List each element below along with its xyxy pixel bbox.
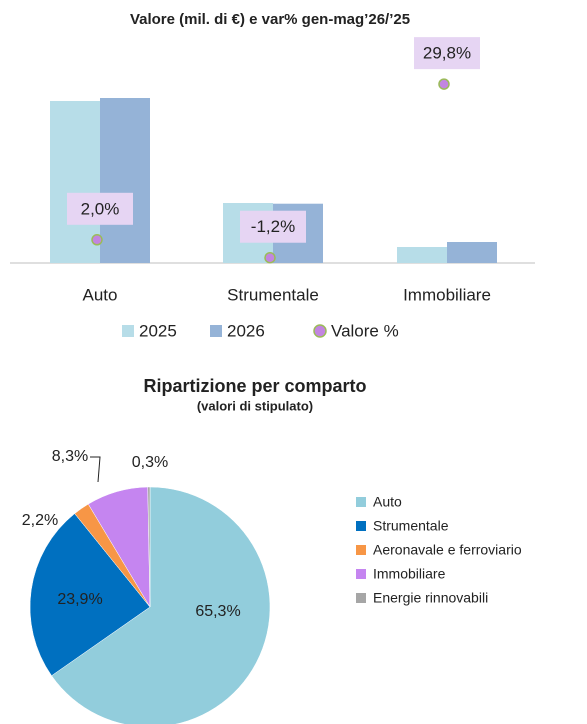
pie-subtitle: (valori di stipulato) [197,398,313,413]
x-tick-label: Strumentale [227,285,319,304]
data-label: 2,2% [22,512,58,529]
leader-line [90,456,101,483]
bar [397,247,447,263]
data-label: 0,3% [132,454,168,471]
legend-swatch [210,325,222,337]
legend-swatch [356,497,366,507]
legend-label: Auto [373,494,402,510]
data-label: 65,3% [195,603,240,620]
legend-label: 2025 [139,321,177,340]
data-label: 29,8% [423,44,471,63]
label-box [414,37,480,70]
legend-swatch [356,569,366,579]
legend-label: Energie rinnovabili [373,590,488,606]
pie-slice [147,486,151,608]
legend-marker [313,324,327,338]
legend-swatch [356,521,366,531]
legend-swatch [122,325,134,337]
bar [447,242,497,263]
pie-title: Ripartizione per comparto [143,376,366,396]
legend-label: Aeronavale e ferroviario [373,542,522,558]
data-label: 2,0% [81,199,120,218]
legend-label: Valore % [331,321,399,340]
legend-label: 2026 [227,321,265,340]
legend-label: Immobiliare [373,566,446,582]
legend-swatch [356,593,366,603]
data-label: -1,2% [251,217,295,236]
data-label: 8,3% [52,448,88,465]
bar [50,101,100,263]
legend-swatch [356,545,366,555]
x-tick-label: Immobiliare [403,285,491,304]
label-box [240,210,306,243]
legend-label: Strumentale [373,518,449,534]
pie-slice [29,513,151,677]
pie-slice [51,486,271,724]
label-box [67,192,133,225]
data-label: 23,9% [57,591,102,608]
marker [438,78,450,90]
marker [91,234,103,246]
marker [264,251,276,264]
bar [100,98,150,263]
bar-title: Valore (mil. di €) e var% gen-mag’26/’25 [130,11,410,28]
x-tick-label: Auto [83,285,118,304]
